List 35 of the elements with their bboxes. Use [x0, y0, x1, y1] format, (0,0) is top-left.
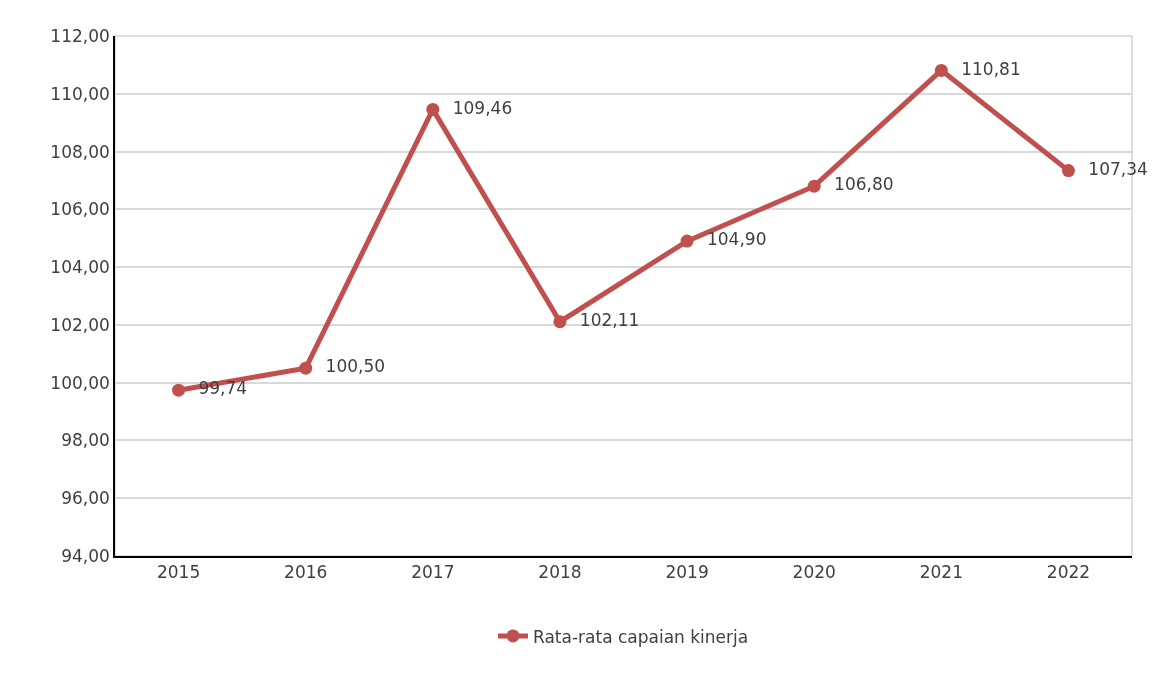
x-tick-label: 2021 [919, 562, 963, 583]
data-label: 104,90 [696, 229, 767, 250]
y-tick-label: 98,00 [61, 430, 110, 451]
y-tick-label: 106,00 [50, 199, 110, 220]
x-tick-label: 2019 [665, 562, 709, 583]
y-tick-label: 108,00 [50, 141, 110, 162]
x-tick-label: 2017 [411, 562, 455, 583]
point [553, 315, 567, 329]
data-label: 102,11 [569, 309, 640, 330]
legend-label: Rata-rata capaian kinerja [533, 626, 749, 647]
y-tick-label: 100,00 [50, 372, 110, 393]
x-tick-label: 2022 [1046, 562, 1091, 583]
y-tick-label: 110,00 [50, 83, 110, 104]
data-label: 107,34 [1077, 158, 1148, 179]
y-tick-label: 96,00 [61, 488, 110, 509]
data-label: 110,81 [950, 58, 1021, 79]
point [1061, 164, 1075, 178]
point [172, 383, 186, 397]
data-label: 100,50 [314, 356, 386, 377]
x-tick-label: 2015 [156, 562, 201, 583]
y-tick-label: 112,00 [50, 25, 110, 46]
point [807, 179, 821, 193]
point [934, 63, 948, 77]
y-tick-label: 104,00 [50, 257, 110, 278]
data-label: 106,80 [823, 174, 894, 195]
data-label: 99,74 [187, 378, 248, 399]
y-tick-label: 94,00 [61, 545, 110, 566]
x-tick-label: 2016 [284, 562, 328, 583]
y-tick-label: 102,00 [50, 314, 110, 335]
x-tick-label: 2020 [792, 562, 836, 583]
point [426, 102, 440, 116]
data-label: 109,46 [441, 97, 513, 118]
x-tick-label: 2018 [538, 562, 582, 583]
point [680, 234, 694, 248]
point [299, 361, 313, 375]
